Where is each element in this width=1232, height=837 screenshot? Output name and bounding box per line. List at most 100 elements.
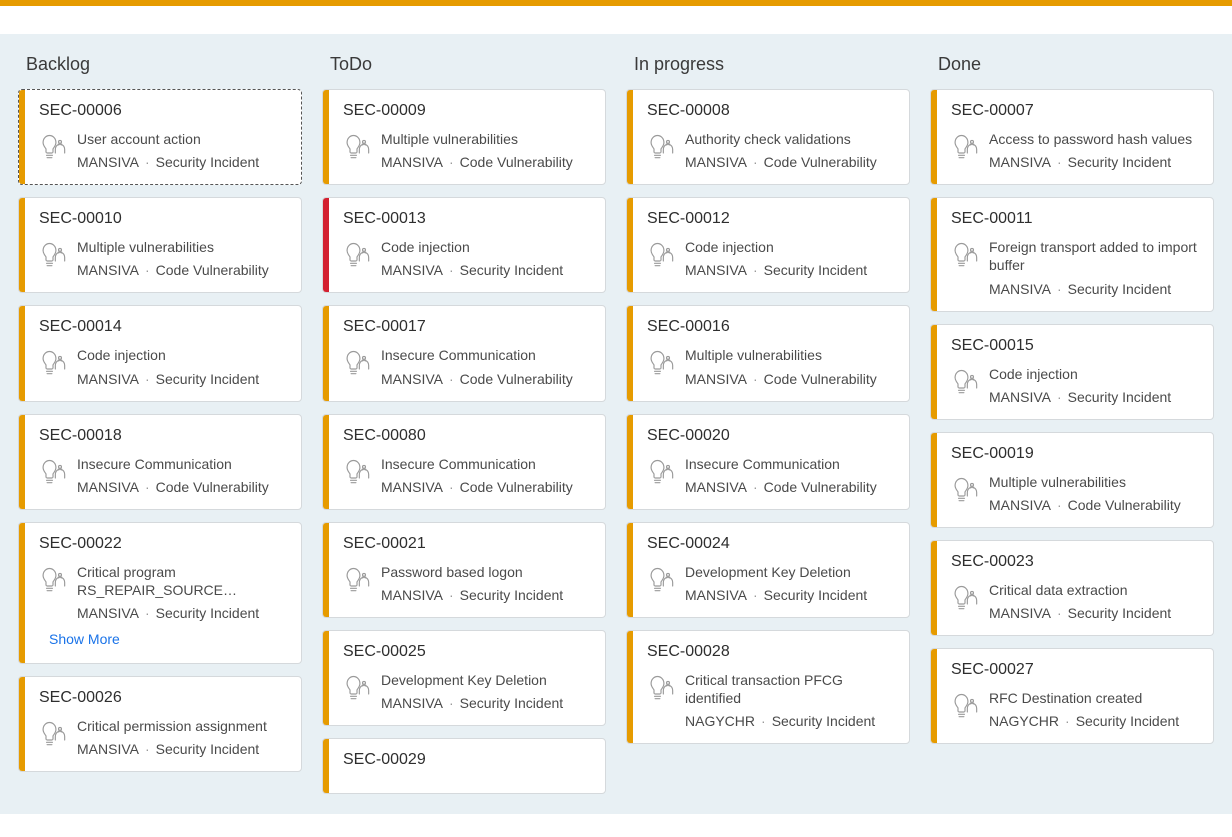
kanban-column: BacklogSEC-00006 User account actionMANS… (18, 48, 302, 772)
card-priority-stripe (931, 541, 937, 635)
card-priority-stripe (323, 739, 329, 793)
card-meta: MANSIVA·Code Vulnerability (77, 262, 287, 278)
card-id: SEC-00016 (647, 318, 895, 336)
card-category: Security Incident (1068, 154, 1172, 170)
kanban-card[interactable]: SEC-00026 Critical permission assignment… (18, 676, 302, 772)
column-header: In progress (626, 48, 910, 89)
kanban-card[interactable]: SEC-00022 Critical program RS_REPAIR_SOU… (18, 522, 302, 664)
kanban-card[interactable]: SEC-00009 Multiple vulnerabilitiesMANSIV… (322, 89, 606, 185)
card-body: Multiple vulnerabilitiesMANSIVA·Code Vul… (647, 346, 895, 386)
kanban-card[interactable]: SEC-00020 Insecure CommunicationMANSIVA·… (626, 414, 910, 510)
kanban-card[interactable]: SEC-00015 Code injectionMANSIVA·Security… (930, 324, 1214, 420)
kanban-card[interactable]: SEC-00017 Insecure CommunicationMANSIVA·… (322, 305, 606, 401)
card-id: SEC-00010 (39, 210, 287, 228)
kanban-card[interactable]: SEC-00016 Multiple vulnerabilitiesMANSIV… (626, 305, 910, 401)
kanban-card[interactable]: SEC-00008 Authority check validationsMAN… (626, 89, 910, 185)
card-category: Security Incident (764, 587, 868, 603)
card-id: SEC-00015 (951, 337, 1199, 355)
kanban-card[interactable]: SEC-00011 Foreign transport added to imp… (930, 197, 1214, 311)
card-title: Multiple vulnerabilities (685, 346, 895, 364)
kanban-card[interactable]: SEC-00014 Code injectionMANSIVA·Security… (18, 305, 302, 401)
meta-separator: · (747, 371, 764, 387)
lightbulb-head-icon (39, 348, 67, 376)
card-category: Security Incident (156, 741, 260, 757)
card-title: Critical program RS_REPAIR_SOURCE… (77, 563, 287, 599)
card-priority-stripe (931, 433, 937, 527)
lightbulb-head-icon (647, 348, 675, 376)
column-header: Backlog (18, 48, 302, 89)
card-id: SEC-00023 (951, 553, 1199, 571)
card-id: SEC-00009 (343, 102, 591, 120)
card-text: Code injectionMANSIVA·Security Incident (381, 238, 591, 278)
card-title: Critical data extraction (989, 581, 1199, 599)
card-category: Security Incident (460, 695, 564, 711)
kanban-card[interactable]: SEC-00018 Insecure CommunicationMANSIVA·… (18, 414, 302, 510)
card-body: RFC Destination createdNAGYCHR·Security … (951, 689, 1199, 729)
card-priority-stripe (19, 523, 25, 663)
card-category: Security Incident (772, 713, 876, 729)
card-meta: MANSIVA·Code Vulnerability (685, 479, 895, 495)
meta-separator: · (747, 587, 764, 603)
kanban-card[interactable]: SEC-00019 Multiple vulnerabilitiesMANSIV… (930, 432, 1214, 528)
kanban-card[interactable]: SEC-00021 Password based logonMANSIVA·Se… (322, 522, 606, 618)
card-category: Code Vulnerability (764, 479, 877, 495)
show-more-link[interactable]: Show More (39, 621, 287, 649)
card-meta: MANSIVA·Security Incident (989, 389, 1199, 405)
card-id: SEC-00012 (647, 210, 895, 228)
card-category: Security Incident (156, 605, 260, 621)
card-title: Multiple vulnerabilities (381, 130, 591, 148)
card-owner: MANSIVA (381, 695, 443, 711)
card-category: Code Vulnerability (764, 154, 877, 170)
kanban-card[interactable]: SEC-00010 Multiple vulnerabilitiesMANSIV… (18, 197, 302, 293)
kanban-card[interactable]: SEC-00012 Code injectionMANSIVA·Security… (626, 197, 910, 293)
card-text: User account actionMANSIVA·Security Inci… (77, 130, 287, 170)
card-meta: MANSIVA·Security Incident (685, 262, 895, 278)
card-body: Critical program RS_REPAIR_SOURCE…MANSIV… (39, 563, 287, 621)
card-category: Code Vulnerability (1068, 497, 1181, 513)
kanban-card[interactable]: SEC-00027 RFC Destination createdNAGYCHR… (930, 648, 1214, 744)
card-title: Insecure Communication (685, 455, 895, 473)
kanban-board: BacklogSEC-00006 User account actionMANS… (0, 34, 1232, 814)
meta-separator: · (755, 713, 772, 729)
column-card-list: SEC-00007 Access to password hash values… (930, 89, 1214, 744)
meta-separator: · (443, 262, 460, 278)
card-title: Foreign transport added to import buffer (989, 238, 1199, 274)
card-priority-stripe (931, 649, 937, 743)
board-background: BacklogSEC-00006 User account actionMANS… (0, 34, 1232, 814)
card-meta: MANSIVA·Security Incident (685, 587, 895, 603)
kanban-card[interactable]: SEC-00028 Critical transaction PFCG iden… (626, 630, 910, 744)
card-priority-stripe (627, 523, 633, 617)
card-meta: MANSIVA·Security Incident (77, 154, 287, 170)
kanban-card[interactable]: SEC-00029 (322, 738, 606, 794)
column-header: Done (930, 48, 1214, 89)
kanban-card[interactable]: SEC-00025 Development Key DeletionMANSIV… (322, 630, 606, 726)
card-body: Development Key DeletionMANSIVA·Security… (647, 563, 895, 603)
card-meta: MANSIVA·Security Incident (381, 262, 591, 278)
kanban-card[interactable]: SEC-00007 Access to password hash values… (930, 89, 1214, 185)
card-priority-stripe (19, 198, 25, 292)
kanban-card[interactable]: SEC-00006 User account actionMANSIVA·Sec… (18, 89, 302, 185)
card-id: SEC-00027 (951, 661, 1199, 679)
meta-separator: · (139, 262, 156, 278)
card-category: Security Incident (460, 262, 564, 278)
card-title: RFC Destination created (989, 689, 1199, 707)
lightbulb-head-icon (343, 565, 371, 593)
card-category: Security Incident (156, 371, 260, 387)
card-body: Critical data extractionMANSIVA·Security… (951, 581, 1199, 621)
card-title: Access to password hash values (989, 130, 1199, 148)
kanban-card[interactable]: SEC-00080 Insecure CommunicationMANSIVA·… (322, 414, 606, 510)
card-owner: MANSIVA (685, 479, 747, 495)
card-text: Foreign transport added to import buffer… (989, 238, 1199, 296)
kanban-card[interactable]: SEC-00013 Code injectionMANSIVA·Security… (322, 197, 606, 293)
card-owner: MANSIVA (989, 605, 1051, 621)
meta-separator: · (1051, 605, 1068, 621)
lightbulb-head-icon (951, 691, 979, 719)
card-category: Code Vulnerability (156, 479, 269, 495)
kanban-card[interactable]: SEC-00024 Development Key DeletionMANSIV… (626, 522, 910, 618)
card-body: Insecure Communication MANSIVA·Code Vulne… (647, 455, 895, 495)
card-category: Code Vulnerability (460, 479, 573, 495)
lightbulb-head-icon (647, 132, 675, 160)
kanban-card[interactable]: SEC-00023 Critical data extraction MANSIV… (930, 540, 1214, 636)
meta-separator: · (747, 262, 764, 278)
card-text: Code injectionMANSIVA·Security Incident (989, 365, 1199, 405)
